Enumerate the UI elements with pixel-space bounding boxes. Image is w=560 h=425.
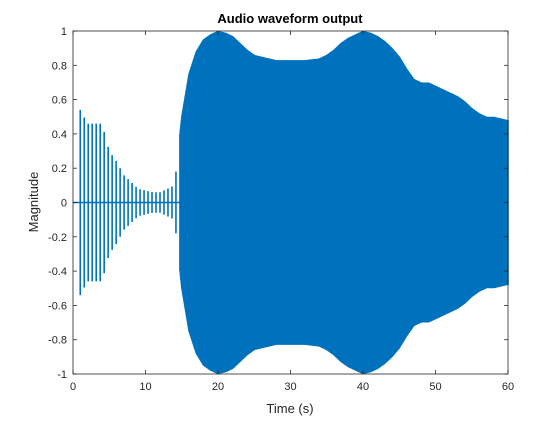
y-tick-label: 0.2: [52, 163, 67, 175]
y-axis-label: Magnitude: [26, 172, 41, 233]
y-tick-label: 0.6: [52, 95, 67, 107]
y-tick-label: -0.6: [48, 300, 67, 312]
x-tick-label: 50: [429, 381, 441, 393]
x-tick-label: 10: [139, 381, 151, 393]
y-tick-label: -1: [57, 369, 67, 381]
y-tick-label: 0.8: [52, 60, 67, 72]
ticks: 0 10 20 30 40 50 60 -1 -0.8 -0.6 -0.4 -0.2 0 0.2 0.4 0.…: [48, 26, 514, 393]
y-tick-label: -0.8: [48, 335, 67, 347]
y-tick-label: 0.4: [52, 129, 67, 141]
x-tick-label: 30: [284, 381, 296, 393]
y-tick-label: 1: [61, 26, 67, 38]
waveform-series: [73, 31, 509, 374]
x-tick-label: 0: [70, 381, 76, 393]
waveform-line: [73, 31, 509, 374]
x-tick-label: 40: [357, 381, 369, 393]
x-tick-label: 60: [502, 381, 514, 393]
y-tick-label: 0: [61, 198, 67, 210]
x-axis-label: Time (s): [266, 401, 313, 416]
x-tick-label: 20: [212, 381, 224, 393]
chart-title: Audio waveform output: [217, 11, 363, 26]
y-tick-label: -0.2: [48, 232, 67, 244]
y-tick-label: -0.4: [48, 266, 67, 278]
